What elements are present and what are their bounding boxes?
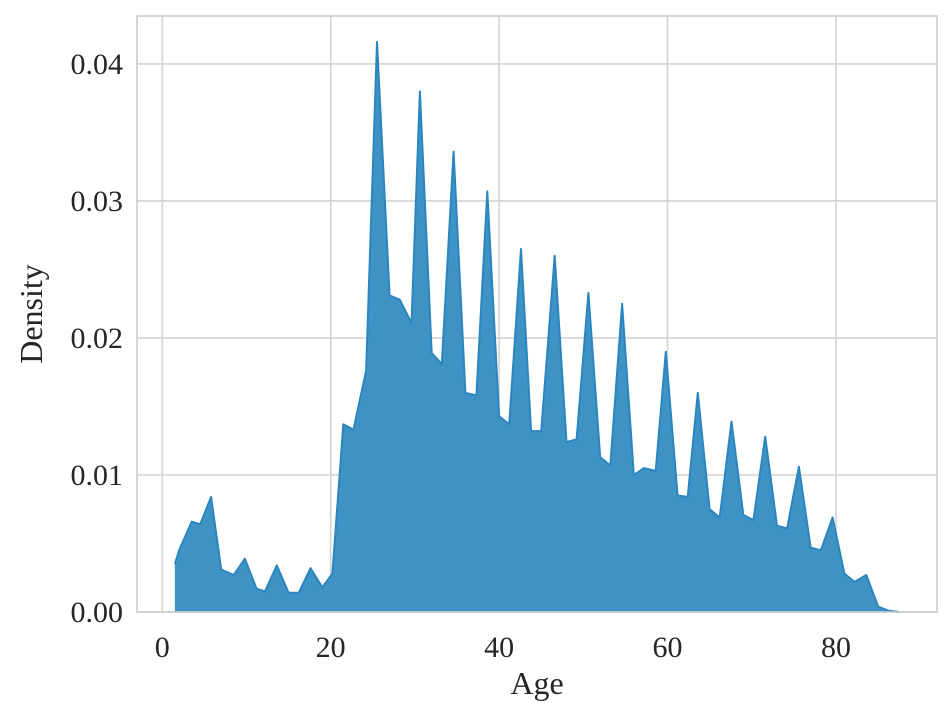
x-tick-label: 40: [484, 631, 514, 664]
x-tick-label: 80: [821, 631, 851, 664]
density-area: [174, 42, 900, 612]
y-tick-labels: 0.00 0.01 0.02 0.03 0.04: [71, 48, 124, 629]
x-tick-labels: 0 20 40 60 80: [155, 631, 851, 664]
axes-frame: [136, 15, 938, 613]
density-line: [173, 41, 900, 613]
x-tick-label: 60: [653, 631, 683, 664]
x-tick-label: 20: [316, 631, 346, 664]
x-axis-label: Age: [510, 665, 563, 701]
y-tick-label: 0.03: [71, 185, 124, 218]
y-tick-label: 0.01: [71, 459, 124, 492]
y-tick-label: 0.00: [71, 596, 124, 629]
y-tick-label: 0.02: [71, 322, 124, 355]
y-tick-label: 0.04: [71, 48, 124, 81]
plot-area: [173, 41, 900, 613]
x-tick-label: 0: [155, 631, 170, 664]
y-axis-label: Density: [13, 264, 49, 364]
